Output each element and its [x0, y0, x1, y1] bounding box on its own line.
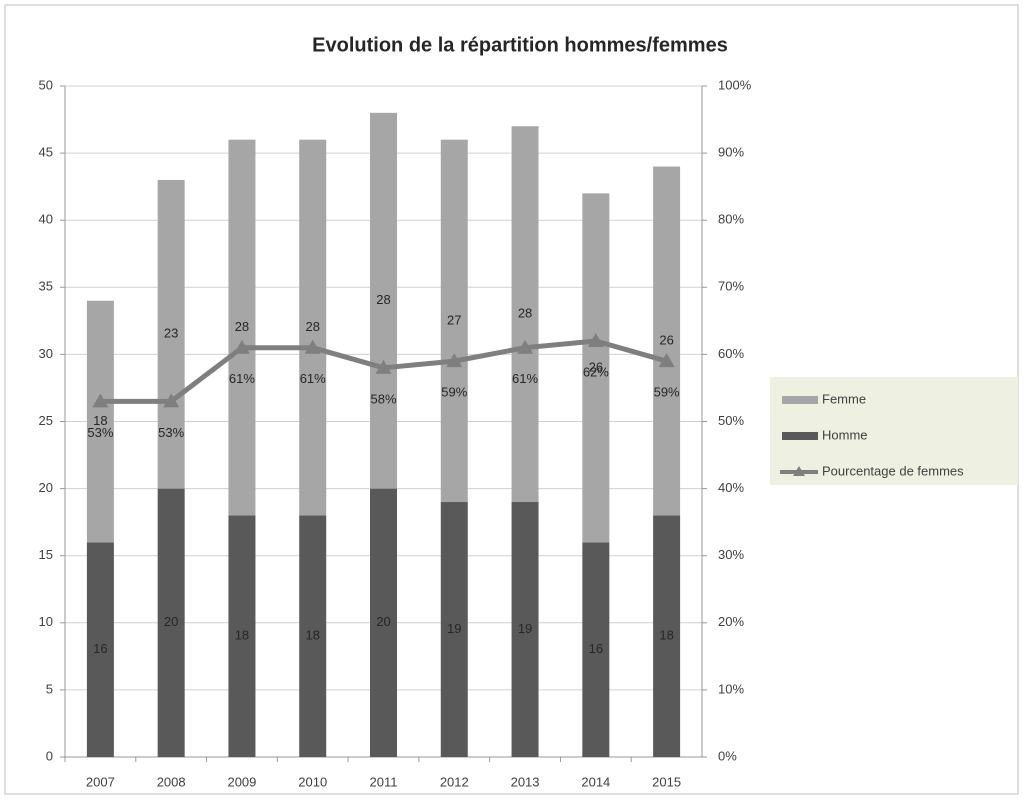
data-label: 16 — [93, 641, 107, 656]
y-tick-label: 35 — [39, 279, 53, 294]
bar-segment — [511, 502, 539, 757]
line-marker — [92, 393, 109, 408]
data-label: 28 — [235, 319, 249, 334]
data-label: 53% — [158, 425, 184, 440]
data-label: 26 — [589, 359, 603, 374]
data-label: 19 — [447, 621, 461, 636]
x-tick-label: 2009 — [227, 774, 256, 789]
x-tick-label: 2010 — [298, 774, 327, 789]
data-label: 20 — [376, 614, 390, 629]
y2-tick-label: 90% — [718, 145, 744, 160]
legend-label: Femme — [822, 391, 866, 406]
x-tick-label: 2013 — [511, 774, 540, 789]
y-tick-label: 0 — [46, 748, 53, 763]
bar-segment — [653, 166, 681, 516]
legend-label: Homme — [822, 427, 868, 442]
bar-segment — [582, 542, 610, 757]
bar-segment — [582, 193, 610, 543]
y2-tick-label: 70% — [718, 279, 744, 294]
data-label: 61% — [229, 371, 255, 386]
bar-segment — [440, 502, 468, 757]
line-marker — [517, 339, 534, 354]
bar-segment — [157, 488, 185, 757]
data-label: 58% — [370, 391, 396, 406]
data-label: 59% — [654, 385, 680, 400]
y-tick-label: 20 — [39, 480, 53, 495]
legend-swatch — [782, 396, 818, 404]
legend-box — [770, 377, 1018, 485]
x-tick-label: 2012 — [440, 774, 469, 789]
x-tick-label: 2007 — [86, 774, 115, 789]
bar-segment — [440, 139, 468, 503]
data-label: 19 — [518, 621, 532, 636]
bar-segment — [299, 139, 327, 516]
bar-segment — [228, 515, 256, 757]
legend-label: Pourcentage de femmes — [822, 463, 964, 478]
line-marker — [163, 393, 180, 408]
y-tick-label: 45 — [39, 145, 53, 160]
bar-segment — [511, 126, 539, 503]
y2-tick-label: 80% — [718, 212, 744, 227]
y2-tick-label: 40% — [718, 480, 744, 495]
data-label: 27 — [447, 312, 461, 327]
y-tick-label: 25 — [39, 413, 53, 428]
line-marker — [587, 332, 604, 347]
data-label: 61% — [300, 371, 326, 386]
y2-tick-label: 10% — [718, 681, 744, 696]
chart-title: Evolution de la répartition hommes/femme… — [312, 34, 728, 56]
y2-tick-label: 30% — [718, 547, 744, 562]
y-tick-label: 30 — [39, 346, 53, 361]
y2-tick-label: 0% — [718, 748, 737, 763]
bar-segment — [157, 179, 185, 489]
y2-tick-label: 60% — [718, 346, 744, 361]
y-tick-label: 50 — [39, 77, 53, 92]
y-tick-label: 5 — [46, 681, 53, 696]
line-marker — [304, 339, 321, 354]
y2-tick-label: 100% — [718, 77, 752, 92]
data-label: 53% — [87, 425, 113, 440]
data-label: 26 — [659, 332, 673, 347]
legend-swatch — [782, 432, 818, 440]
x-tick-label: 2008 — [157, 774, 186, 789]
data-label: 28 — [376, 292, 390, 307]
line-marker — [446, 353, 463, 368]
x-tick-label: 2015 — [652, 774, 681, 789]
data-label: 18 — [93, 413, 107, 428]
bar-segment — [228, 139, 256, 516]
bar-segment — [299, 515, 327, 757]
y2-tick-label: 50% — [718, 413, 744, 428]
y-tick-label: 40 — [39, 212, 53, 227]
data-label: 62% — [583, 364, 609, 379]
bar-segment — [86, 542, 114, 757]
y-tick-label: 10 — [39, 614, 53, 629]
y-tick-label: 15 — [39, 547, 53, 562]
data-label: 28 — [518, 306, 532, 321]
data-label: 18 — [305, 628, 319, 643]
data-label: 23 — [164, 326, 178, 341]
x-tick-label: 2011 — [370, 774, 398, 789]
line-marker — [658, 353, 675, 368]
bar-segment — [370, 488, 397, 757]
data-label: 18 — [235, 628, 249, 643]
y2-tick-label: 20% — [718, 614, 744, 629]
line-marker — [233, 339, 250, 354]
data-label: 16 — [589, 641, 603, 656]
bar-segment — [86, 300, 114, 543]
x-tick-label: 2014 — [581, 774, 610, 789]
line-marker — [375, 359, 392, 374]
data-label: 61% — [512, 371, 538, 386]
data-label: 59% — [441, 385, 467, 400]
bar-segment — [653, 515, 681, 757]
legend-swatch — [793, 466, 805, 476]
bar-segment — [370, 112, 397, 489]
data-label: 18 — [659, 628, 673, 643]
data-label: 20 — [164, 614, 178, 629]
data-label: 28 — [305, 319, 319, 334]
